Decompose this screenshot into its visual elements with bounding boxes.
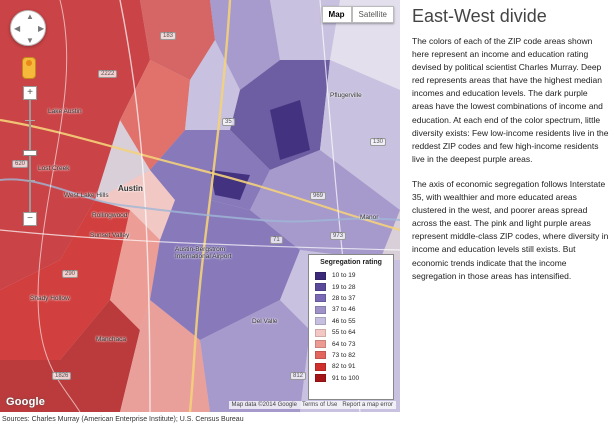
legend-item: 46 to 55 [315, 316, 387, 327]
legend-swatch [315, 340, 326, 349]
legend-item: 82 to 91 [315, 361, 387, 372]
legend-swatch [315, 294, 326, 303]
panel-title: East-West divide [412, 6, 547, 26]
legend-label: 37 to 46 [332, 306, 356, 314]
legend-label: 82 to 91 [332, 363, 356, 371]
pan-down-icon[interactable]: ▼ [26, 36, 34, 45]
map-type-satellite-button[interactable]: Satellite [351, 6, 394, 23]
legend-swatch [315, 305, 326, 314]
legend-swatch [315, 374, 326, 383]
legend-swatch [315, 362, 326, 371]
place-label: Austin [118, 184, 143, 193]
place-label: West Lake Hills [64, 192, 109, 199]
map-view[interactable]: Lake Austin Austin Rollingwood West Lake… [0, 0, 400, 412]
street-view-pegman-icon[interactable] [22, 57, 36, 79]
zip-area [0, 200, 130, 360]
road [188, 0, 232, 412]
pan-up-icon[interactable]: ▲ [26, 12, 34, 21]
highway-shield: 130 [370, 138, 387, 146]
legend-swatch [315, 283, 326, 292]
zip-area [320, 60, 400, 210]
zip-area [270, 100, 310, 160]
info-panel: East-West divide The colors of each of t… [412, 6, 610, 295]
legend-label: 91 to 100 [332, 374, 360, 382]
highway-shield: 1826 [52, 372, 72, 380]
place-label: Pflugerville [330, 92, 362, 99]
panel-paragraph: The axis of economic segregation follows… [412, 178, 609, 281]
legend-swatch [315, 317, 326, 326]
zip-area [200, 300, 310, 412]
pan-right-icon[interactable]: ▶ [38, 24, 45, 33]
legend-item: 91 to 100 [315, 373, 387, 384]
legend-swatch [315, 328, 326, 337]
legend-swatch [315, 271, 326, 280]
legend-title: Segregation rating [320, 259, 382, 266]
google-logo: Google [6, 396, 46, 408]
river [0, 178, 400, 223]
map-data-credit: Map data ©2014 Google [231, 402, 297, 408]
pan-left-icon[interactable]: ◀ [14, 24, 21, 33]
legend-item: 64 to 73 [315, 338, 387, 349]
zip-area [140, 0, 215, 80]
legend-item: 10 to 19 [315, 270, 387, 281]
legend-swatch [315, 351, 326, 360]
map-attribution: Map data ©2014 Google Terms of Use Repor… [228, 401, 396, 409]
highway-shield: 969 [310, 192, 327, 200]
road [119, 0, 151, 412]
highway-shield: 973 [330, 232, 347, 240]
place-label: Lake Austin [48, 108, 82, 115]
highway-shield: 812 [290, 372, 307, 380]
map-type-control: Map Satellite [321, 6, 394, 23]
zoom-out-button[interactable]: − [23, 212, 37, 226]
place-label: Manor [360, 214, 379, 221]
legend: Segregation rating 10 to 19 19 to 28 28 to… [308, 254, 394, 400]
highway-shield: 35 [222, 118, 235, 126]
map-type-map-button[interactable]: Map [321, 6, 352, 23]
terms-link[interactable]: Terms of Use [301, 402, 338, 408]
zoom-slider-thumb[interactable] [23, 150, 37, 156]
road [0, 229, 400, 251]
legend-label: 73 to 82 [332, 351, 356, 359]
legend-label: 55 to 64 [332, 329, 356, 337]
legend-label: 28 to 37 [332, 294, 356, 302]
legend-label: 10 to 19 [332, 272, 356, 280]
legend-label: 19 to 28 [332, 283, 356, 291]
pan-control[interactable]: ▲ ▼ ◀ ▶ [10, 10, 46, 46]
place-label: Manchaca [96, 336, 126, 343]
legend-label: 64 to 73 [332, 340, 356, 348]
panel-paragraph: The colors of each of the ZIP code areas… [412, 36, 609, 164]
zoom-tick [25, 120, 35, 121]
place-label: Lost Creek [38, 165, 70, 172]
zip-area [250, 150, 400, 260]
legend-label: 46 to 55 [332, 317, 356, 325]
zip-area [95, 170, 175, 240]
legend-item: 73 to 82 [315, 350, 387, 361]
legend-item: 37 to 46 [315, 304, 387, 315]
place-label: Shady Hollow [30, 295, 70, 302]
report-error-link[interactable]: Report a map error [342, 402, 393, 408]
highway-shield: 183 [160, 32, 177, 40]
zip-area [120, 300, 210, 412]
legend-item: 28 to 37 [315, 293, 387, 304]
zip-area [150, 200, 300, 340]
zip-area [120, 60, 190, 170]
place-label: Sunset Valley [90, 232, 130, 239]
place-label: Rollingwood [92, 212, 128, 219]
road [0, 118, 400, 232]
zoom-in-button[interactable]: + [23, 86, 37, 100]
legend-item: 19 to 28 [315, 281, 387, 292]
legend-item: 55 to 64 [315, 327, 387, 338]
zip-area [0, 300, 140, 412]
highway-shield: 290 [62, 270, 79, 278]
highway-shield: 71 [270, 236, 283, 244]
place-label: Del Valle [252, 318, 278, 325]
source-note: Sources: Charles Murray (American Enterp… [2, 416, 244, 423]
zoom-tick [25, 180, 35, 181]
highway-shield: 620 [12, 160, 29, 168]
highway-shield: 2222 [98, 70, 118, 78]
zip-area [210, 170, 250, 200]
place-label: Austin-Bergstrom International Airport [175, 246, 232, 260]
